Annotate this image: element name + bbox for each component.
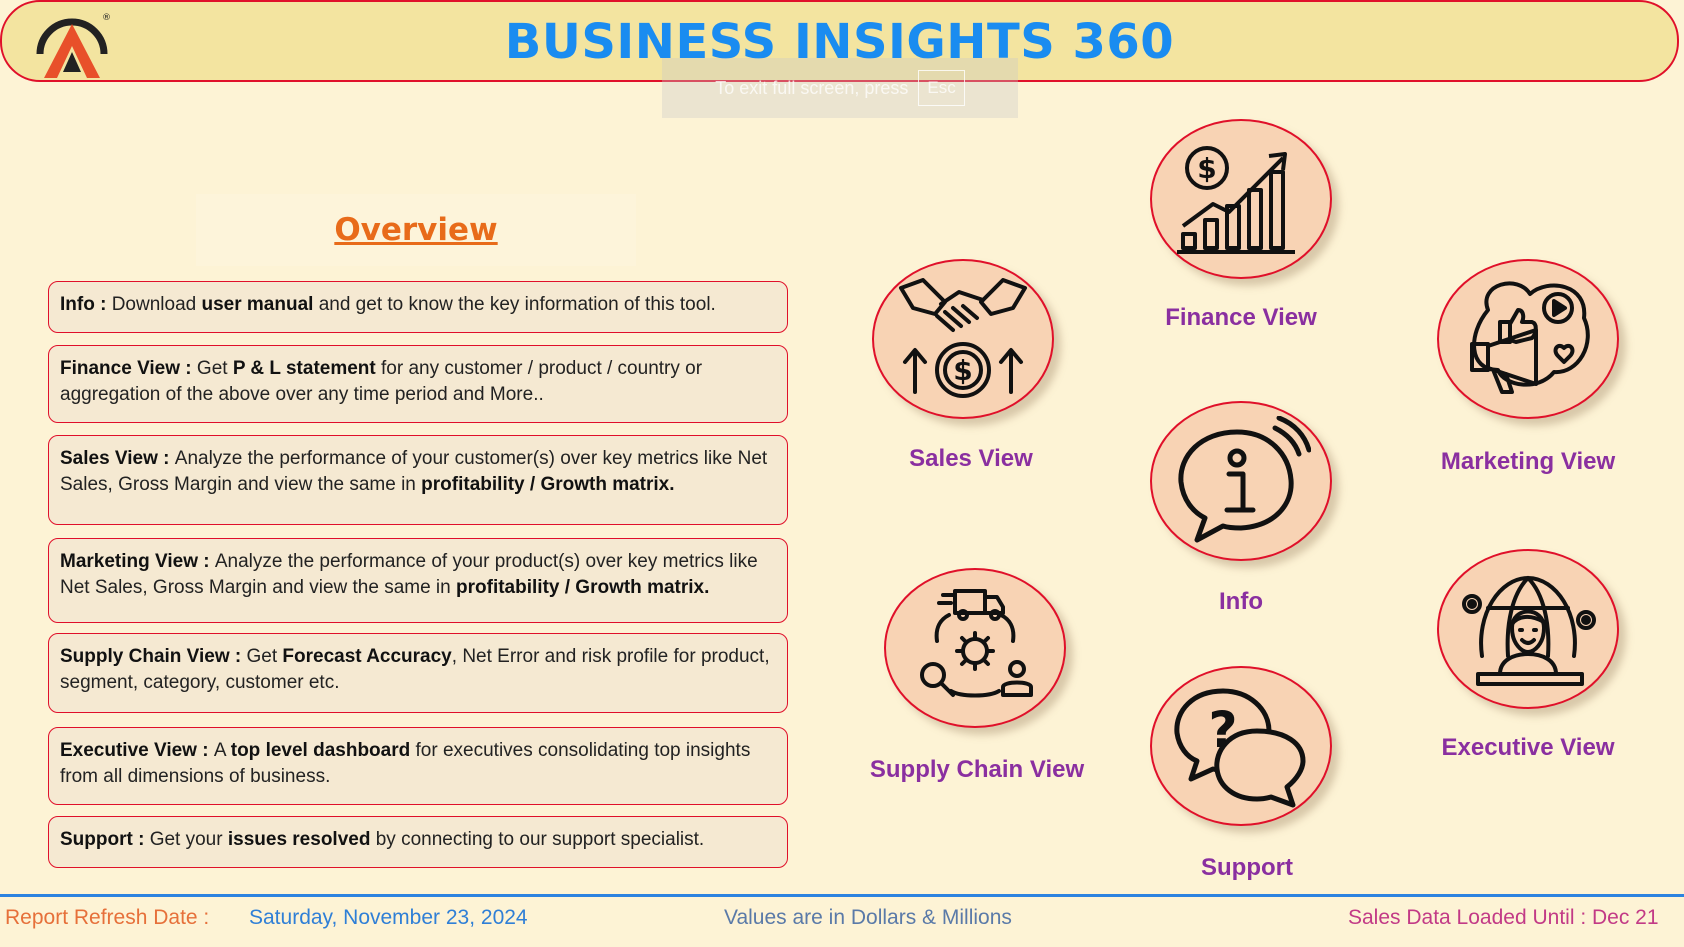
card-text: by connecting to our support specialist. bbox=[370, 829, 705, 850]
card-text: Analyze the performance of your customer… bbox=[60, 448, 768, 495]
card-bold-text: Support : bbox=[60, 829, 150, 850]
finance-view-card[interactable]: Finance View : Get P & L statement for a… bbox=[48, 345, 788, 423]
card-bold-text: Marketing View : bbox=[60, 551, 215, 572]
card-text: for executives consolidating top insight… bbox=[60, 740, 751, 787]
fullscreen-exit-toast: To exit full screen, press Esc bbox=[662, 58, 1018, 118]
supply-chain-view-label[interactable]: Supply Chain View bbox=[869, 756, 1085, 783]
card-bold-text: profitability / Growth matrix. bbox=[421, 474, 675, 495]
marketing-view-label[interactable]: Marketing View bbox=[1440, 448, 1616, 475]
sales-view-card[interactable]: Sales View : Analyze the performance of … bbox=[48, 435, 788, 525]
card-text: Download bbox=[111, 294, 202, 315]
sales-view-label[interactable]: Sales View bbox=[909, 445, 1033, 472]
support-card[interactable]: Support : Get your issues resolved by co… bbox=[48, 816, 788, 868]
supply-chain-view-card[interactable]: Supply Chain View : Get Forecast Accurac… bbox=[48, 633, 788, 713]
card-bold-text: Finance View : bbox=[60, 358, 197, 379]
card-bold-text: Supply Chain View : bbox=[60, 646, 247, 667]
card-bold-text: Info : bbox=[60, 294, 112, 315]
card-text: Get your bbox=[149, 829, 228, 850]
executive-view-button[interactable] bbox=[1437, 549, 1619, 709]
executive-view-label[interactable]: Executive View bbox=[1441, 734, 1615, 761]
card-text: , Net Error and risk profile for product… bbox=[60, 646, 770, 693]
card-text: Get bbox=[246, 646, 283, 667]
svg-text:$: $ bbox=[1197, 152, 1216, 185]
overview-heading: Overview bbox=[196, 194, 636, 266]
card-bold-text: Executive View : bbox=[60, 740, 214, 761]
card-bold-text: user manual bbox=[201, 294, 314, 315]
info-card[interactable]: Info : Download user manual and get to k… bbox=[48, 281, 788, 333]
card-bold-text: Forecast Accuracy bbox=[282, 646, 452, 667]
supply-chain-view-button[interactable] bbox=[884, 568, 1066, 728]
info-chat-icon bbox=[1178, 416, 1311, 543]
card-bold-text: Sales View : bbox=[60, 448, 175, 469]
finance-growth-chart-icon: $ bbox=[1177, 146, 1295, 254]
overview-title: Overview bbox=[334, 212, 498, 248]
question-chat-icon: ? bbox=[1174, 688, 1306, 808]
card-text: Get bbox=[196, 358, 233, 379]
support-button[interactable]: ? bbox=[1150, 666, 1332, 826]
info-button[interactable] bbox=[1150, 401, 1332, 561]
supply-chain-truck-icon bbox=[920, 589, 1033, 698]
svg-text:$: $ bbox=[953, 354, 972, 387]
marketing-view-card[interactable]: Marketing View : Analyze the performance… bbox=[48, 538, 788, 623]
handshake-money-icon: $ bbox=[899, 278, 1027, 398]
footer-divider bbox=[0, 894, 1684, 897]
page-title: BUSINESS INSIGHTS 360 bbox=[504, 14, 1175, 70]
card-bold-text: P & L statement bbox=[232, 358, 376, 379]
atliq-logo-icon: ® bbox=[36, 13, 111, 78]
support-label[interactable]: Support bbox=[1201, 854, 1293, 881]
sales-data-loaded-until: Sales Data Loaded Until : Dec 21 bbox=[1348, 906, 1659, 929]
card-text: for any customer / product / country or … bbox=[60, 358, 703, 405]
esc-key-hint: Esc bbox=[918, 70, 965, 106]
refresh-date-value: Saturday, November 23, 2024 bbox=[249, 906, 528, 929]
registered-mark: ® bbox=[102, 13, 111, 23]
sales-view-button[interactable]: $ bbox=[872, 259, 1054, 419]
card-text: A bbox=[213, 740, 231, 761]
executive-globe-icon bbox=[1462, 576, 1596, 686]
svg-text:?: ? bbox=[1208, 701, 1237, 759]
card-bold-text: profitability / Growth matrix. bbox=[456, 577, 710, 598]
finance-view-button[interactable]: $ bbox=[1150, 119, 1332, 279]
marketing-view-button[interactable] bbox=[1437, 259, 1619, 419]
executive-view-card[interactable]: Executive View : A top level dashboard f… bbox=[48, 727, 788, 805]
card-text: Analyze the performance of your product(… bbox=[60, 551, 758, 598]
units-note: Values are in Dollars & Millions bbox=[724, 906, 1012, 929]
card-bold-text: top level dashboard bbox=[230, 740, 411, 761]
megaphone-social-icon bbox=[1470, 281, 1590, 394]
finance-view-label[interactable]: Finance View bbox=[1165, 304, 1317, 331]
info-label[interactable]: Info bbox=[1219, 588, 1263, 615]
toast-text: To exit full screen, press bbox=[715, 77, 909, 98]
card-text: and get to know the key information of t… bbox=[313, 294, 716, 315]
card-bold-text: issues resolved bbox=[227, 829, 371, 850]
refresh-date-label: Report Refresh Date : bbox=[5, 906, 210, 929]
header-banner: ® BUSINESS INSIGHTS 360 bbox=[0, 0, 1679, 82]
